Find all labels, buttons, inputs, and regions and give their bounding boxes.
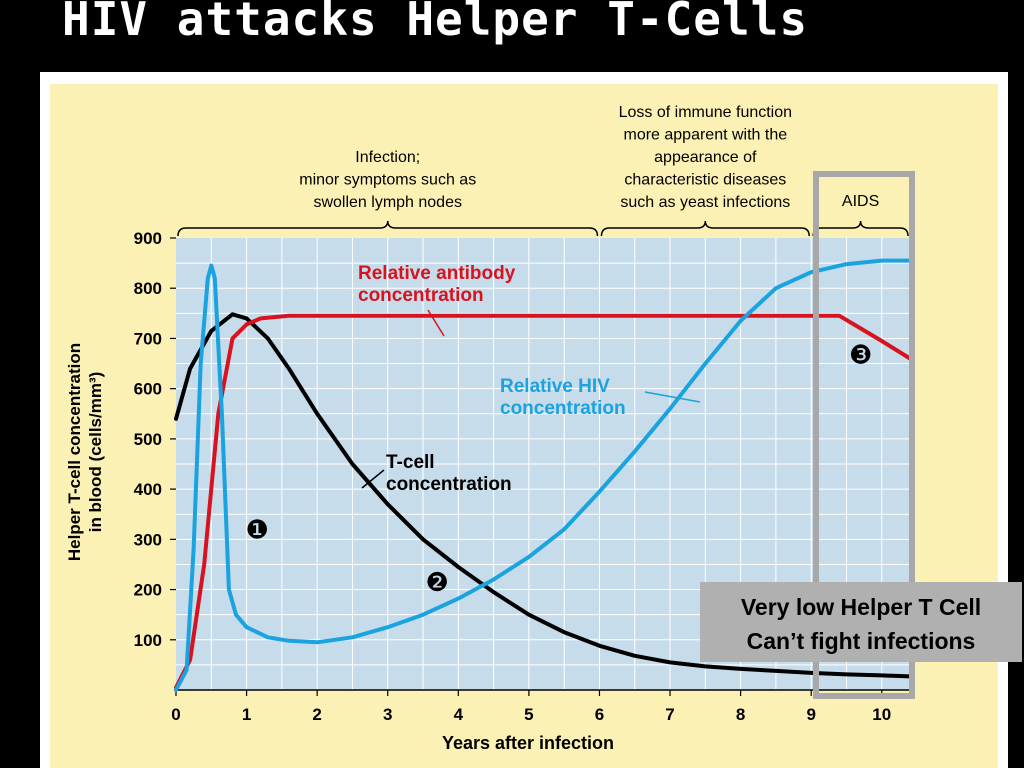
series-label: T-cell [386,452,435,473]
series-label: concentration [500,398,626,419]
stage-label: minor symptoms such as [299,172,476,189]
series-line [174,313,912,690]
x-tick-label: 10 [872,705,891,724]
series-line [174,258,912,692]
annotation-marker: ❸ [849,341,872,371]
stage-label: more apparent with the [623,127,787,144]
callout-box: Very low Helper T Cell Can’t fight infec… [700,582,1022,662]
y-axis-label-line-1: Helper T-cell concentration [65,343,84,561]
y-tick-label: 200 [134,581,162,600]
x-tick-label: 1 [242,705,251,724]
x-tick-label: 9 [806,705,815,724]
x-tick-label: 4 [454,705,464,724]
series-label: Relative antibody [358,263,516,284]
x-tick-label: 8 [736,705,745,724]
y-tick-label: 300 [134,530,162,549]
stage-label: AIDS [842,193,879,210]
y-tick-label: 800 [134,279,162,298]
series-label: Relative HIV [500,376,610,397]
stage-brace [600,220,810,237]
series-label: concentration [386,474,512,495]
y-axis-label-line-2: in blood (cells/mm³) [86,372,105,533]
x-tick-label: 2 [312,705,321,724]
x-axis-label: Years after infection [442,733,614,753]
series-label-leader [427,309,445,337]
annotation-marker: ❷ [425,568,448,598]
series-label-leader [361,469,385,489]
stage-label: such as yeast infections [620,194,790,211]
y-tick-label: 700 [134,329,162,348]
stage-label: Loss of immune function [619,104,792,121]
stage-label: characteristic diseases [624,172,786,189]
series-label: concentration [358,285,484,306]
y-tick-label: 600 [134,380,162,399]
aids-highlight-box [813,171,915,699]
slide-title: HIV attacks Helper T-Cells [62,0,809,46]
y-tick-label: 400 [134,480,162,499]
annotation-marker: ❶ [246,515,269,545]
series-label-leader [644,391,701,403]
stage-label: Infection; [355,149,420,166]
x-tick-label: 0 [171,705,180,724]
callout-line-1: Very low Helper T Cell [740,594,982,620]
x-tick-label: 6 [595,705,604,724]
y-tick-label: 100 [134,631,162,650]
stage-label: appearance of [654,149,757,166]
series-line [174,312,912,679]
stage-brace [177,220,599,237]
y-tick-label: 500 [134,430,162,449]
stage-label: swollen lymph nodes [313,194,462,211]
y-tick-label: 900 [134,229,162,248]
callout-line-2: Can’t fight infections [746,628,976,654]
x-tick-label: 5 [524,705,533,724]
x-tick-label: 7 [665,705,674,724]
x-tick-label: 3 [383,705,392,724]
